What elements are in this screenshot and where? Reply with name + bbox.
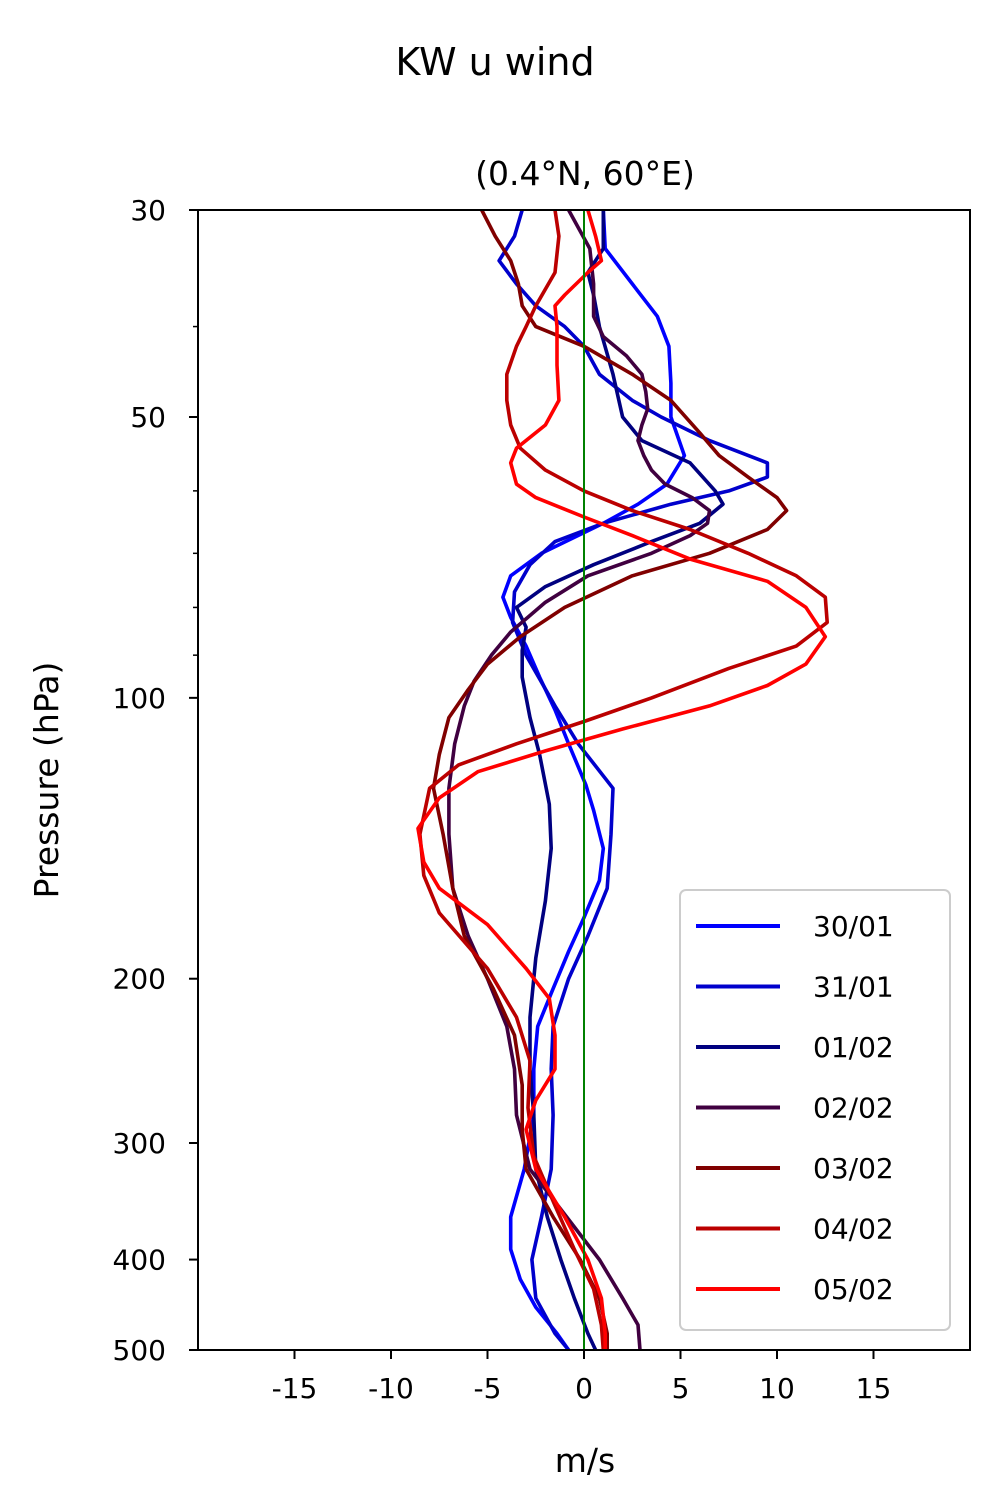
series-line-0 bbox=[501, 209, 687, 1352]
x-tick-label: 0 bbox=[575, 1372, 593, 1405]
x-tick-label: -10 bbox=[368, 1372, 414, 1405]
legend: 30/01 31/01 01/02 02/02 03/02 04/02 05/02 bbox=[679, 889, 951, 1331]
legend-label: 01/02 bbox=[813, 1031, 894, 1064]
series-line-2 bbox=[514, 210, 725, 1351]
x-tick-label: 5 bbox=[672, 1372, 690, 1405]
chart-title: (0.4°N, 60°E) bbox=[475, 154, 695, 193]
x-tick-label: -15 bbox=[272, 1372, 318, 1405]
plot-area bbox=[197, 209, 971, 1352]
y-tick-label: 500 bbox=[113, 1334, 166, 1367]
y-tick-label: 50 bbox=[130, 401, 166, 434]
y-axis-label: Pressure (hPa) bbox=[27, 662, 66, 899]
series-line-6 bbox=[416, 209, 828, 1350]
series-line-5 bbox=[418, 209, 829, 1351]
x-tick-label: -5 bbox=[474, 1372, 502, 1405]
x-axis: -15 -10 -5 0 5 10 15 bbox=[272, 1350, 892, 1405]
x-axis-label: m/s bbox=[555, 1441, 615, 1480]
legend-label: 05/02 bbox=[813, 1273, 894, 1306]
x-tick-label: 15 bbox=[856, 1372, 892, 1405]
y-tick-label: 30 bbox=[130, 194, 166, 227]
legend-label: 31/01 bbox=[813, 971, 894, 1004]
legend-label: 02/02 bbox=[813, 1092, 894, 1125]
x-tick-label: 10 bbox=[759, 1372, 795, 1405]
y-tick-label: 200 bbox=[113, 963, 166, 996]
legend-box bbox=[679, 889, 951, 1331]
legend-label: 04/02 bbox=[813, 1213, 894, 1246]
chart-suptitle: KW u wind bbox=[395, 40, 594, 84]
y-tick-label: 100 bbox=[113, 682, 166, 715]
legend-label: 30/01 bbox=[813, 910, 894, 943]
y-axis: 30 50 100 200 300 400 500 bbox=[113, 194, 198, 1367]
y-tick-label: 400 bbox=[113, 1244, 166, 1277]
legend-label: 03/02 bbox=[813, 1152, 894, 1185]
y-tick-label: 300 bbox=[113, 1127, 166, 1160]
